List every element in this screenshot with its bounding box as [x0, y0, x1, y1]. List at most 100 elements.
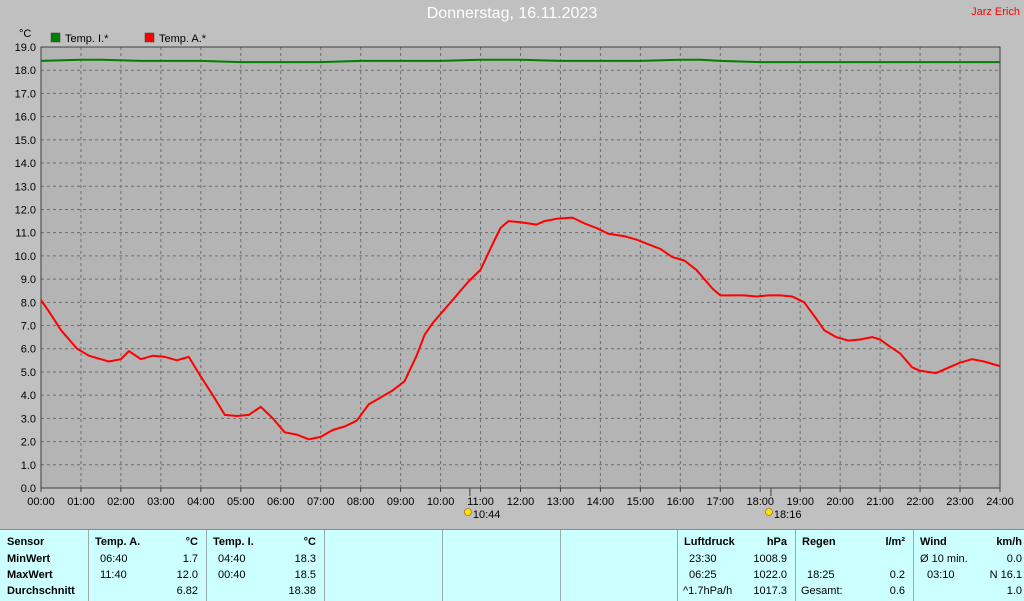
legend-label: Temp. I.* [65, 33, 109, 45]
series-lines [40, 58, 1001, 441]
sensor-header: Sensor [7, 536, 45, 548]
x-tick-label: 04:00 [187, 496, 215, 508]
y-tick-label: 0.0 [21, 483, 36, 495]
legend: Temp. I.* Temp. A.* [50, 32, 207, 45]
rain-header: Regen [802, 536, 836, 548]
legend-label: Temp. A.* [159, 33, 207, 45]
temp-i-column: Temp. I. °C 04:40 18.3 00:40 18.5 18.38 [207, 530, 325, 601]
series-line-temp-i [40, 58, 1000, 64]
x-tick-label: 12:00 [507, 496, 535, 508]
x-tick-label: 09:00 [387, 496, 415, 508]
y-tick-label: 3.0 [21, 413, 36, 425]
series-line-temp-a [40, 216, 1001, 441]
temperature-chart: 0.0 1.0 2.0 3.0 4.0 5.0 6.0 7.0 8.0 9.0 10.0 11.0 12… [15, 28, 1014, 521]
pressure-min: 1008.9 [753, 553, 787, 565]
wind-column: Wind km/h Ø 10 min. 0.0 03:10 N 16.1 1.0 [914, 530, 1024, 601]
legend-swatch [144, 32, 155, 43]
y-tick-label: 10.0 [15, 251, 36, 263]
x-tick-label: 24:00 [986, 496, 1014, 508]
sensor-column: Sensor MinWert MaxWert Durchschnitt [0, 530, 89, 601]
pressure-min-time: 23:30 [689, 553, 717, 565]
rain-unit: l/m² [885, 536, 905, 548]
wind-unit: km/h [996, 536, 1022, 548]
sunrise-icon [464, 508, 472, 516]
x-tick-label: 23:00 [946, 496, 974, 508]
chart-title: Donnerstag, 16.11.2023 [426, 5, 598, 22]
x-tick-label: 07:00 [307, 496, 335, 508]
pressure-max: 1022.0 [753, 569, 787, 581]
pressure-column: Luftdruck hPa 23:30 1008.9 06:25 1022.0 … [678, 530, 796, 601]
wind-max-time: 03:10 [927, 569, 955, 581]
temp-i-max: 18.5 [294, 569, 316, 581]
y-tick-label: 12.0 [15, 204, 36, 216]
y-tick-label: 16.0 [15, 112, 36, 124]
wind-avg-label: Ø 10 min. [920, 553, 968, 565]
y-tick-label: 1.0 [21, 460, 36, 472]
y-tick-label: 2.0 [21, 437, 36, 449]
x-tick-label: 17:00 [707, 496, 735, 508]
rain-total-label: Gesamt: [801, 585, 843, 597]
temp-a-column: Temp. A. °C 06:40 1.7 11:40 12.0 6.82 [89, 530, 207, 601]
x-tick-label: 18:00 [746, 496, 774, 508]
temp-i-min: 18.3 [294, 553, 316, 565]
y-tick-label: 4.0 [21, 390, 36, 402]
y-tick-label: 7.0 [21, 321, 36, 333]
x-tick-label: 21:00 [866, 496, 894, 508]
row-label-min: MinWert [7, 553, 51, 565]
wind-total: 1.0 [1006, 585, 1022, 597]
wind-header: Wind [920, 536, 947, 548]
pressure-header: Luftdruck [684, 536, 735, 548]
temp-i-max-time: 00:40 [218, 569, 246, 581]
temp-i-unit: °C [303, 536, 316, 548]
author-label: Jarz Erich [971, 6, 1020, 18]
pressure-max-time: 06:25 [689, 569, 717, 581]
marker-label: 10:44 [473, 509, 501, 521]
x-tick-label: 14:00 [587, 496, 615, 508]
y-tick-label: 18.0 [15, 65, 36, 77]
x-tick-label: 11:00 [467, 496, 494, 508]
x-tick-label: 06:00 [267, 496, 295, 508]
y-tick-label: 14.0 [15, 158, 36, 170]
pressure-unit: hPa [766, 536, 787, 548]
x-tick-label: 05:00 [227, 496, 255, 508]
temp-i-min-time: 04:40 [218, 553, 246, 565]
x-tick-label: 03:00 [147, 496, 175, 508]
legend-swatch [50, 32, 61, 43]
y-tick-label: 11.0 [15, 228, 36, 240]
y-tick-label: 6.0 [21, 344, 36, 356]
rain-total: 0.6 [889, 585, 905, 597]
x-tick-label: 20:00 [826, 496, 854, 508]
temp-a-min-time: 06:40 [100, 553, 128, 565]
temp-a-min: 1.7 [182, 553, 198, 565]
wind-avg: 0.0 [1006, 553, 1022, 565]
x-tick-label: 02:00 [107, 496, 135, 508]
y-tick-label: 17.0 [15, 88, 36, 100]
y-axis-unit: °C [19, 28, 31, 40]
sunset-icon [765, 508, 773, 516]
marker-label: 18:16 [774, 509, 802, 521]
x-tick-label: 13:00 [547, 496, 575, 508]
empty-column-3 [561, 530, 678, 601]
sun-markers: 10:44 18:16 [464, 488, 801, 521]
y-tick-label: 9.0 [21, 274, 36, 286]
x-tick-label: 00:00 [27, 496, 55, 508]
pressure-trend: ^1.7hPa/h [683, 585, 733, 597]
y-tick-label: 19.0 [15, 42, 36, 54]
grid [41, 46, 1000, 488]
x-tick-label: 01:00 [67, 496, 95, 508]
temp-a-avg: 6.82 [176, 585, 198, 597]
rain-max: 0.2 [889, 569, 905, 581]
temp-i-header: Temp. I. [213, 536, 254, 548]
x-tick-label: 15:00 [627, 496, 655, 508]
row-label-avg: Durchschnitt [7, 585, 75, 597]
x-tick-label: 16:00 [667, 496, 695, 508]
y-tick-label: 8.0 [21, 297, 36, 309]
temp-a-max-time: 11:40 [100, 569, 127, 581]
y-tick-label: 5.0 [21, 367, 36, 379]
x-tick-label: 10:00 [427, 496, 455, 508]
axes: 0.0 1.0 2.0 3.0 4.0 5.0 6.0 7.0 8.0 9.0 10.0 11.0 12… [15, 42, 1014, 508]
wind-max: N 16.1 [989, 569, 1022, 581]
x-tick-label: 22:00 [906, 496, 934, 508]
temp-a-header: Temp. A. [95, 536, 141, 548]
statistics-panel: Sensor MinWert MaxWert Durchschnitt Temp… [0, 529, 1024, 601]
